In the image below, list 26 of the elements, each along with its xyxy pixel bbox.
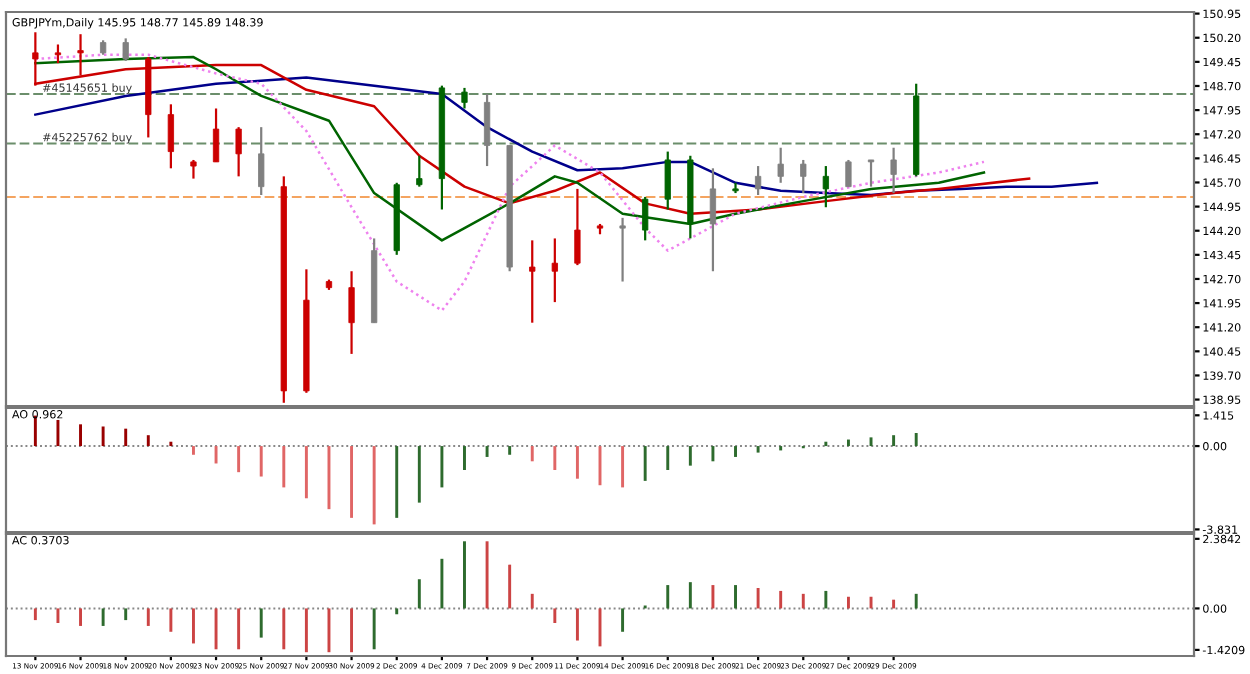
candlestick [348,270,355,356]
candlestick [212,107,220,163]
candlestick [461,86,468,110]
candlestick [800,158,807,195]
candlestick [619,216,626,283]
candlestick [258,126,265,197]
candlestick [732,181,739,195]
candlestick [867,158,875,188]
candlestick [551,237,558,304]
candlestick [54,43,62,65]
line-series [34,76,1099,197]
candlestick [822,164,829,209]
candlestick [845,158,852,188]
candlestick [483,92,491,168]
candlestick [235,126,242,178]
candlestick [709,167,717,273]
candlestick [754,164,762,197]
candlestick [529,239,536,324]
candlestick [777,146,784,184]
candlestick [416,154,423,188]
candlestick [190,158,197,180]
candlestick [890,146,897,195]
candlestick [574,187,581,267]
candlestick [122,37,129,62]
candlestick [167,103,174,170]
candlestick [664,150,671,211]
